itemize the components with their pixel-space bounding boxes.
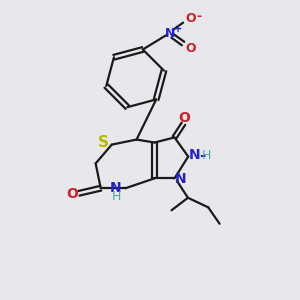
Text: O: O [178,111,190,125]
Text: -: - [199,148,206,163]
Text: O: O [185,12,196,25]
Text: N: N [188,148,200,162]
Text: O: O [185,42,196,56]
Text: N: N [164,27,175,40]
Text: +: + [174,25,182,34]
Text: N: N [110,181,122,195]
Text: H: H [111,190,121,203]
Text: N: N [175,172,186,186]
Text: -: - [196,10,201,23]
Text: S: S [98,135,109,150]
Text: H: H [202,149,211,162]
Text: O: O [66,187,78,201]
